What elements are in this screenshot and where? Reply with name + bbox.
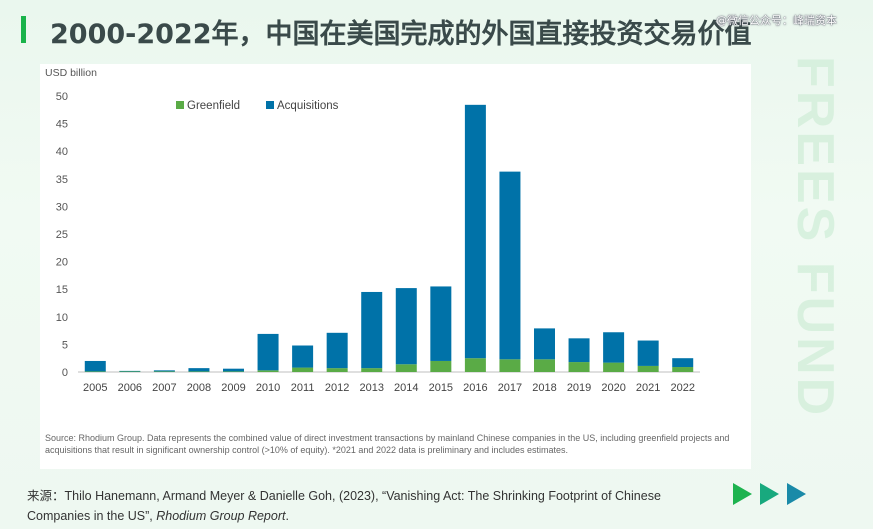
x-tick-label: 2017 [498, 382, 522, 394]
source-publication: Rhodium Group Report [156, 509, 286, 523]
legend-swatch-greenfield [176, 101, 184, 109]
legend-label-greenfield: Greenfield [187, 100, 240, 112]
x-tick-label: 2008 [187, 382, 211, 394]
x-tick-label: 2016 [463, 382, 487, 394]
bar-greenfield-2021 [637, 365, 659, 372]
bar-greenfield-2006 [119, 371, 141, 372]
y-tick-label: 25 [56, 229, 68, 241]
x-tick-label: 2013 [359, 382, 383, 394]
bar-greenfield-2009 [223, 371, 244, 372]
y-tick-label: 40 [56, 146, 68, 158]
source-suffix: . [285, 509, 289, 523]
bar-greenfield-2005 [84, 371, 106, 372]
source-prefix: 来源： [27, 489, 65, 503]
x-tick-label: 2022 [670, 382, 694, 394]
bar-greenfield-2014 [395, 364, 417, 372]
arrow-icon-3 [787, 483, 806, 505]
page-title: 2000-2022年，中国在美国完成的外国直接投资交易价值 [50, 19, 752, 50]
y-tick-label: 0 [62, 367, 68, 379]
bar-greenfield-2007 [153, 371, 175, 372]
bar-acquisitions-2022 [672, 358, 694, 368]
x-tick-label: 2006 [118, 382, 142, 394]
y-tick-label: 30 [56, 201, 68, 213]
bar-greenfield-2012 [326, 368, 348, 372]
x-tick-label: 2005 [83, 382, 107, 394]
bar-acquisitions-2020 [603, 332, 625, 363]
x-tick-label: 2021 [636, 382, 660, 394]
bar-greenfield-2008 [188, 371, 210, 372]
bar-acquisitions-2010 [257, 333, 279, 371]
bar-acquisitions-2018 [534, 328, 555, 360]
bar-acquisitions-2019 [568, 338, 590, 363]
bar-acquisitions-2009 [223, 368, 244, 372]
bar-greenfield-2010 [257, 370, 279, 372]
legend-label-acquisitions: Acquisitions [277, 100, 339, 112]
wechat-handle: @微信公众号：峰瑞资本 [716, 14, 837, 27]
x-tick-label: 2020 [601, 382, 625, 394]
bar-acquisitions-2021 [637, 340, 659, 366]
bar-greenfield-2015 [430, 360, 452, 372]
x-tick-label: 2015 [429, 382, 453, 394]
bar-greenfield-2022 [672, 367, 694, 372]
bar-acquisitions-2015 [430, 286, 452, 361]
bar-greenfield-2019 [568, 362, 590, 372]
y-tick-label: 20 [56, 257, 68, 269]
bar-greenfield-2017 [499, 359, 521, 372]
x-tick-label: 2018 [532, 382, 556, 394]
bar-acquisitions-2016 [464, 104, 486, 359]
bar-greenfield-2013 [361, 368, 383, 372]
play-arrows-icon [733, 483, 806, 505]
bar-acquisitions-2005 [84, 360, 106, 372]
y-tick-label: 10 [56, 312, 68, 324]
x-tick-label: 2011 [291, 382, 315, 394]
y-axis-unit-label: USD billion [45, 67, 97, 79]
bar-acquisitions-2011 [292, 345, 314, 368]
bar-acquisitions-2017 [499, 171, 521, 360]
stacked-bar-chart: 0 5 10 15 20 25 30 35 40 45 50 2005 2006 2007 2008 2009… [56, 91, 700, 394]
bar-greenfield-2020 [603, 362, 625, 372]
bar-acquisitions-2012 [326, 332, 348, 369]
x-tick-label: 2007 [152, 382, 176, 394]
source-citation: 来源：Thilo Hanemann, Armand Meyer & Daniel… [27, 486, 717, 526]
y-tick-label: 5 [62, 339, 68, 351]
y-tick-label: 15 [56, 284, 68, 296]
bar-greenfield-2011 [292, 367, 314, 372]
y-tick-label: 50 [56, 91, 68, 103]
x-tick-label: 2012 [325, 382, 349, 394]
x-tick-label: 2010 [256, 382, 280, 394]
chart-panel: USD billion 0 5 10 15 20 25 30 35 40 45 50 2005 2006… [40, 64, 751, 469]
chart-source-note: Source: Rhodium Group. Data represents t… [45, 433, 730, 455]
arrow-icon-2 [760, 483, 779, 505]
x-tick-label: 2014 [394, 382, 418, 394]
y-tick-label: 35 [56, 174, 68, 186]
y-tick-label: 45 [56, 119, 68, 131]
bar-acquisitions-2006 [119, 370, 141, 372]
x-tick-label: 2009 [221, 382, 245, 394]
bar-acquisitions-2014 [395, 288, 417, 365]
watermark-logo: FREES FUND [790, 56, 844, 418]
source-text: Thilo Hanemann, Armand Meyer & Danielle … [27, 489, 661, 523]
arrow-icon-1 [733, 483, 752, 505]
bar-acquisitions-2013 [361, 291, 383, 369]
bar-greenfield-2018 [534, 359, 555, 372]
svg-text:FREES FUND: FREES FUND [790, 56, 844, 418]
bar-acquisitions-2008 [188, 368, 210, 372]
title-accent-bar [21, 16, 26, 43]
bar-greenfield-2016 [464, 358, 486, 372]
legend-swatch-acquisitions [266, 101, 274, 109]
x-tick-label: 2019 [567, 382, 591, 394]
bar-acquisitions-2007 [153, 370, 175, 372]
